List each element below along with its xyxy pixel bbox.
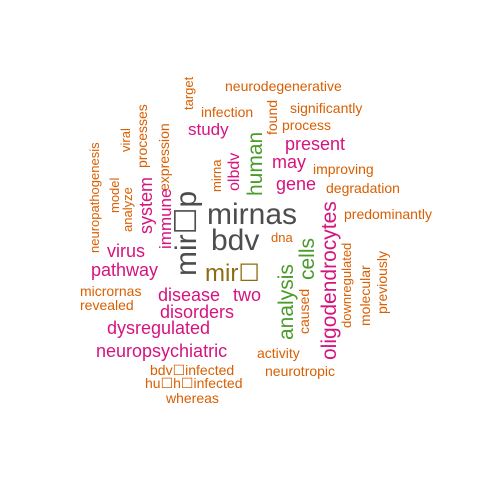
word-cells: cells (296, 237, 319, 280)
word-predominantly: predominantly (344, 206, 432, 222)
word-present: present (285, 134, 346, 154)
word-analysis: analysis (275, 264, 298, 340)
word-human: human (244, 131, 267, 196)
word-processes: processes (134, 104, 150, 168)
word-previously: previously (374, 250, 390, 314)
word-disorders: disorders (160, 302, 235, 322)
word-process: process (282, 117, 332, 133)
word-disease: disease (158, 285, 221, 305)
word-two: two (233, 285, 262, 305)
word-revealed: revealed (80, 297, 134, 313)
word-caused: caused (296, 288, 312, 334)
word-pathway: pathway (91, 260, 159, 280)
word-mir-p: mir☐p (170, 190, 203, 276)
word-mirna: mirna (209, 159, 224, 192)
word-target: target (181, 76, 196, 110)
word-immune: immune (156, 188, 175, 249)
word-gene: gene (276, 174, 317, 194)
word-olbdv: olbdv (226, 152, 243, 191)
word-system: system (136, 176, 156, 234)
word-hu-h-infected: hu☐h☐infected (145, 375, 243, 391)
word-activity: activity (257, 345, 300, 361)
word-analyze: analyze (120, 187, 135, 232)
word-dysregulated: dysregulated (107, 318, 211, 338)
word-significantly: significantly (290, 100, 363, 116)
word-micrornas: micrornas (80, 283, 142, 299)
word-viral: viral (118, 128, 133, 152)
word-mir: mir☐ (205, 260, 260, 287)
word-virus: virus (107, 241, 146, 261)
word-may: may (272, 152, 307, 172)
word-improving: improving (313, 161, 374, 177)
word-expression: expression (156, 123, 172, 191)
word-dna: dna (271, 230, 293, 245)
word-neurotropic: neurotropic (265, 363, 336, 379)
word-found: found (264, 99, 280, 135)
word-study: study (188, 120, 229, 139)
word-infection: infection (201, 104, 254, 120)
word-neuropsychiatric: neuropsychiatric (96, 341, 228, 361)
word-downregulated: downregulated (339, 242, 354, 328)
word-neurodegenerative: neurodegenerative (225, 78, 342, 94)
word-whereas: whereas (166, 390, 219, 406)
word-mirnas: mirnas (207, 198, 298, 231)
word-molecular: molecular (357, 265, 373, 326)
word-oligodendrocytes: oligodendrocytes (318, 201, 341, 360)
word-bdv-infected: bdv☐infected (150, 362, 235, 378)
word-neuropathogenesis: neuropathogenesis (87, 142, 102, 253)
word-degradation: degradation (326, 180, 400, 196)
word-bdv: bdv (211, 224, 260, 257)
